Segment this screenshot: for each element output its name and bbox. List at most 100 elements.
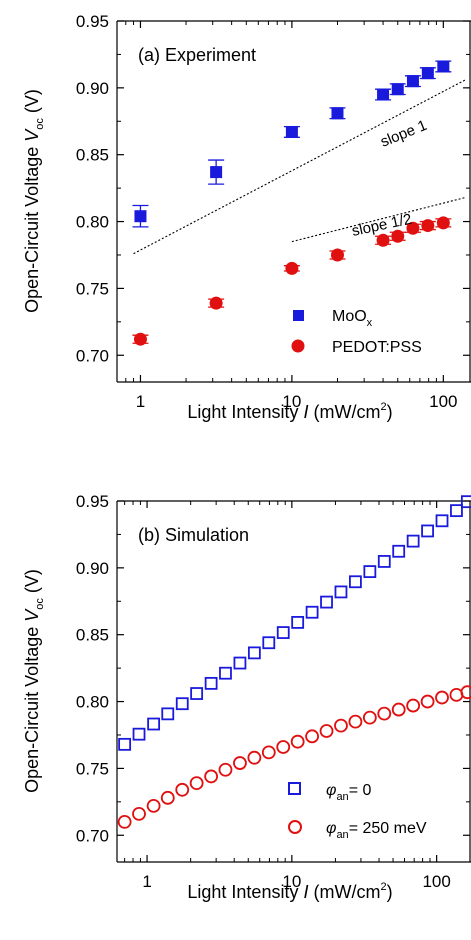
- data-point-square: [406, 75, 419, 88]
- data-point-open-square: [406, 534, 420, 548]
- data-point-open-square: [421, 524, 434, 538]
- data-point-open-square: [262, 636, 276, 650]
- panel-b-label: (b) Simulation: [138, 525, 249, 545]
- data-point-circle: [209, 296, 223, 310]
- data-point-circle: [436, 216, 450, 230]
- y-tick-label: 0.75: [76, 759, 109, 778]
- y-tick-label: 0.80: [76, 693, 109, 712]
- legend-pedot-label: PEDOT:PSS: [332, 339, 422, 356]
- data-point-open-square: [320, 595, 333, 609]
- data-point-open-circle: [435, 690, 449, 705]
- panel-b-plot-area: 0.70 0.75 0.80 0.85 0.90 0.95 1 10 100: [76, 492, 471, 891]
- data-point-open-square: [190, 687, 204, 700]
- y-tick-label: 0.90: [76, 559, 109, 578]
- x-tick-label: 100: [422, 872, 450, 891]
- data-point-square: [134, 210, 147, 223]
- data-point-open-square: [363, 565, 377, 578]
- data-point-open-circle: [305, 729, 319, 744]
- data-point-circle: [406, 221, 420, 235]
- data-point-square: [210, 166, 223, 179]
- data-point-open-circle: [276, 740, 291, 754]
- data-point-square: [285, 125, 298, 138]
- data-point-open-square: [147, 717, 161, 731]
- panel-b-y-axis-label: Open-Circuit Voltage Voc (V): [22, 569, 46, 793]
- x-tick-label: 1: [136, 392, 145, 411]
- data-point-open-circle: [319, 724, 334, 738]
- y-tick-label: 0.75: [76, 279, 109, 298]
- x-tick-label: 10: [282, 872, 301, 891]
- data-point-circle: [376, 233, 390, 247]
- data-point-circle: [391, 229, 405, 243]
- data-point-open-square: [435, 514, 449, 528]
- data-point-open-circle: [362, 710, 377, 725]
- panel-b-legend: φan= 0 φan= 250 meV: [288, 782, 427, 841]
- panel-a-plot-area: 0.70 0.75 0.80 0.85 0.90 0.95 1 10 100: [76, 12, 471, 411]
- legend-phi-zero-label: φan= 0: [326, 782, 371, 803]
- data-point-circle: [421, 219, 435, 233]
- x-tick-label: 1: [142, 872, 151, 891]
- y-tick-label: 0.70: [76, 346, 109, 365]
- data-point-circle: [330, 248, 344, 262]
- data-point-open-square: [161, 707, 175, 721]
- data-point-open-circle: [117, 814, 132, 829]
- y-tick-label: 0.95: [76, 12, 109, 31]
- y-tick-label: 0.85: [76, 626, 109, 645]
- data-point-circle: [133, 332, 147, 346]
- data-point-square: [437, 60, 450, 73]
- data-point-open-square: [132, 727, 146, 741]
- x-tick-label: 10: [282, 392, 301, 411]
- x-tick-label: 100: [429, 392, 457, 411]
- data-point-open-circle: [460, 685, 471, 700]
- data-point-open-square: [204, 676, 218, 690]
- panel-a-x-axis-label: Light Intensity I (mW/cm2): [187, 401, 392, 422]
- legend-moox-label: MoOx: [332, 308, 373, 329]
- data-point-open-circle: [146, 798, 161, 813]
- data-point-open-square: [247, 646, 261, 660]
- data-point-circle: [285, 261, 299, 275]
- data-point-open-square: [377, 555, 391, 568]
- data-point-open-circle: [160, 790, 175, 805]
- data-point-square: [421, 67, 434, 80]
- legend-phi-zero-marker: [288, 782, 301, 795]
- data-point-open-circle: [204, 769, 219, 784]
- data-point-open-square: [276, 626, 290, 639]
- legend-phi-250-label: φan= 250 meV: [326, 820, 427, 841]
- data-point-open-circle: [218, 762, 233, 777]
- data-point-open-circle: [247, 750, 262, 765]
- data-point-open-square: [349, 575, 362, 589]
- panel-a-y-axis-label: Open-Circuit Voltage Voc (V): [22, 89, 46, 313]
- data-point-open-circle: [391, 702, 406, 717]
- panel-a-experiment: 0.70 0.75 0.80 0.85 0.90 0.95 1 10 100 (a) Exper…: [22, 12, 471, 422]
- data-point-open-circle: [290, 734, 305, 749]
- data-point-open-circle: [233, 756, 247, 770]
- data-point-open-square: [175, 697, 189, 711]
- data-point-open-square: [460, 495, 471, 509]
- data-point-open-square: [233, 656, 247, 670]
- y-tick-label: 0.95: [76, 492, 109, 511]
- panel-b-simulation: 0.70 0.75 0.80 0.85 0.90 0.95 1 10 100 (b) Simul…: [22, 492, 471, 902]
- y-tick-label: 0.90: [76, 79, 109, 98]
- data-point-open-circle: [420, 694, 435, 709]
- reference-line: [133, 79, 466, 255]
- data-point-open-square: [334, 585, 348, 599]
- y-tick-label: 0.80: [76, 213, 109, 232]
- data-point-open-circle: [334, 718, 348, 733]
- data-point-open-circle: [406, 698, 421, 713]
- data-point-open-circle: [261, 745, 276, 760]
- reference-line: [291, 196, 466, 243]
- data-point-square: [377, 88, 390, 101]
- legend-moox-marker: [293, 310, 304, 321]
- data-point-square: [391, 83, 404, 96]
- data-point-square: [331, 107, 344, 120]
- data-point-open-square: [305, 605, 319, 619]
- data-point-open-circle: [189, 776, 204, 791]
- data-point-open-square: [291, 616, 305, 629]
- data-point-open-square: [450, 504, 463, 518]
- data-point-open-square: [392, 544, 406, 558]
- data-point-open-circle: [377, 706, 392, 721]
- data-point-open-circle: [348, 714, 363, 729]
- data-point-open-circle: [175, 782, 190, 797]
- data-point-open-square: [219, 666, 232, 680]
- panel-b-x-axis-label: Light Intensity I (mW/cm2): [187, 881, 392, 902]
